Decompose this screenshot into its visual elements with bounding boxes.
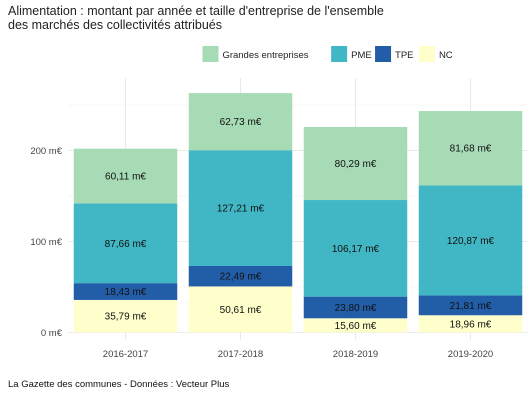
legend-swatch	[375, 46, 392, 62]
bar-value-label: 80,29 m€	[335, 159, 377, 170]
bar-value-label: 127,21 m€	[217, 204, 265, 215]
x-tick-label: 2016-2017	[103, 349, 148, 360]
y-tick-label: 100 m€	[30, 237, 62, 248]
bar-value-label: 35,79 m€	[105, 312, 147, 323]
chart-title-line-2: des marchés des collectivités attribués	[8, 18, 222, 32]
bar-segment	[418, 185, 523, 296]
bar-value-label: 87,66 m€	[105, 239, 147, 250]
bar-value-label: 22,49 m€	[220, 272, 262, 283]
bar-value-label: 62,73 m€	[220, 117, 262, 128]
bar-segment	[73, 283, 178, 300]
bar-value-label: 50,61 m€	[220, 305, 262, 316]
legend-label: TPE	[395, 50, 413, 61]
bar-segment	[303, 126, 408, 201]
bar-value-label: 60,11 m€	[105, 172, 146, 183]
legend-swatch	[202, 46, 219, 62]
bar-segment	[73, 203, 178, 284]
chart-title-line-1: Alimentation : montant par année et tail…	[8, 4, 384, 18]
bar-segment	[418, 295, 523, 316]
bar-segment	[188, 150, 293, 266]
bar-segment	[188, 286, 293, 333]
bar-value-label: 106,17 m€	[332, 244, 380, 255]
bar-segment	[188, 265, 293, 287]
bar-segment	[73, 148, 178, 204]
bar-value-label: 18,96 m€	[450, 319, 492, 330]
legend-label: NC	[439, 50, 453, 61]
legend-swatch	[331, 46, 348, 62]
bar-segment	[418, 315, 523, 333]
bar-value-label: 18,43 m€	[105, 287, 147, 298]
x-tick-label: 2018-2019	[333, 349, 378, 360]
chart-title: Alimentation : montant par année et tail…	[8, 4, 384, 32]
bar-value-label: 120,87 m€	[447, 236, 495, 247]
bar-segment	[73, 299, 178, 333]
source-caption: La Gazette des communes - Données : Vect…	[8, 379, 230, 390]
y-tick-label: 0 m€	[41, 328, 63, 339]
bar-value-label: 21,81 m€	[450, 301, 492, 312]
x-tick-label: 2017-2018	[218, 349, 263, 360]
x-tick-label: 2019-2020	[448, 349, 493, 360]
bar-segment	[303, 200, 408, 297]
bar-segment	[418, 111, 523, 186]
bar-segment	[188, 93, 293, 151]
legend-swatch	[418, 46, 435, 62]
bar-segment	[303, 296, 408, 319]
bar-value-label: 23,80 m€	[335, 303, 377, 314]
legend-label: PME	[351, 50, 372, 61]
legend-label: Grandes entreprises	[222, 50, 308, 61]
bar-value-label: 15,60 m€	[335, 321, 377, 332]
bar-value-label: 81,68 m€	[450, 144, 492, 155]
y-tick-label: 200 m€	[30, 146, 62, 157]
bar-segment	[303, 318, 408, 333]
